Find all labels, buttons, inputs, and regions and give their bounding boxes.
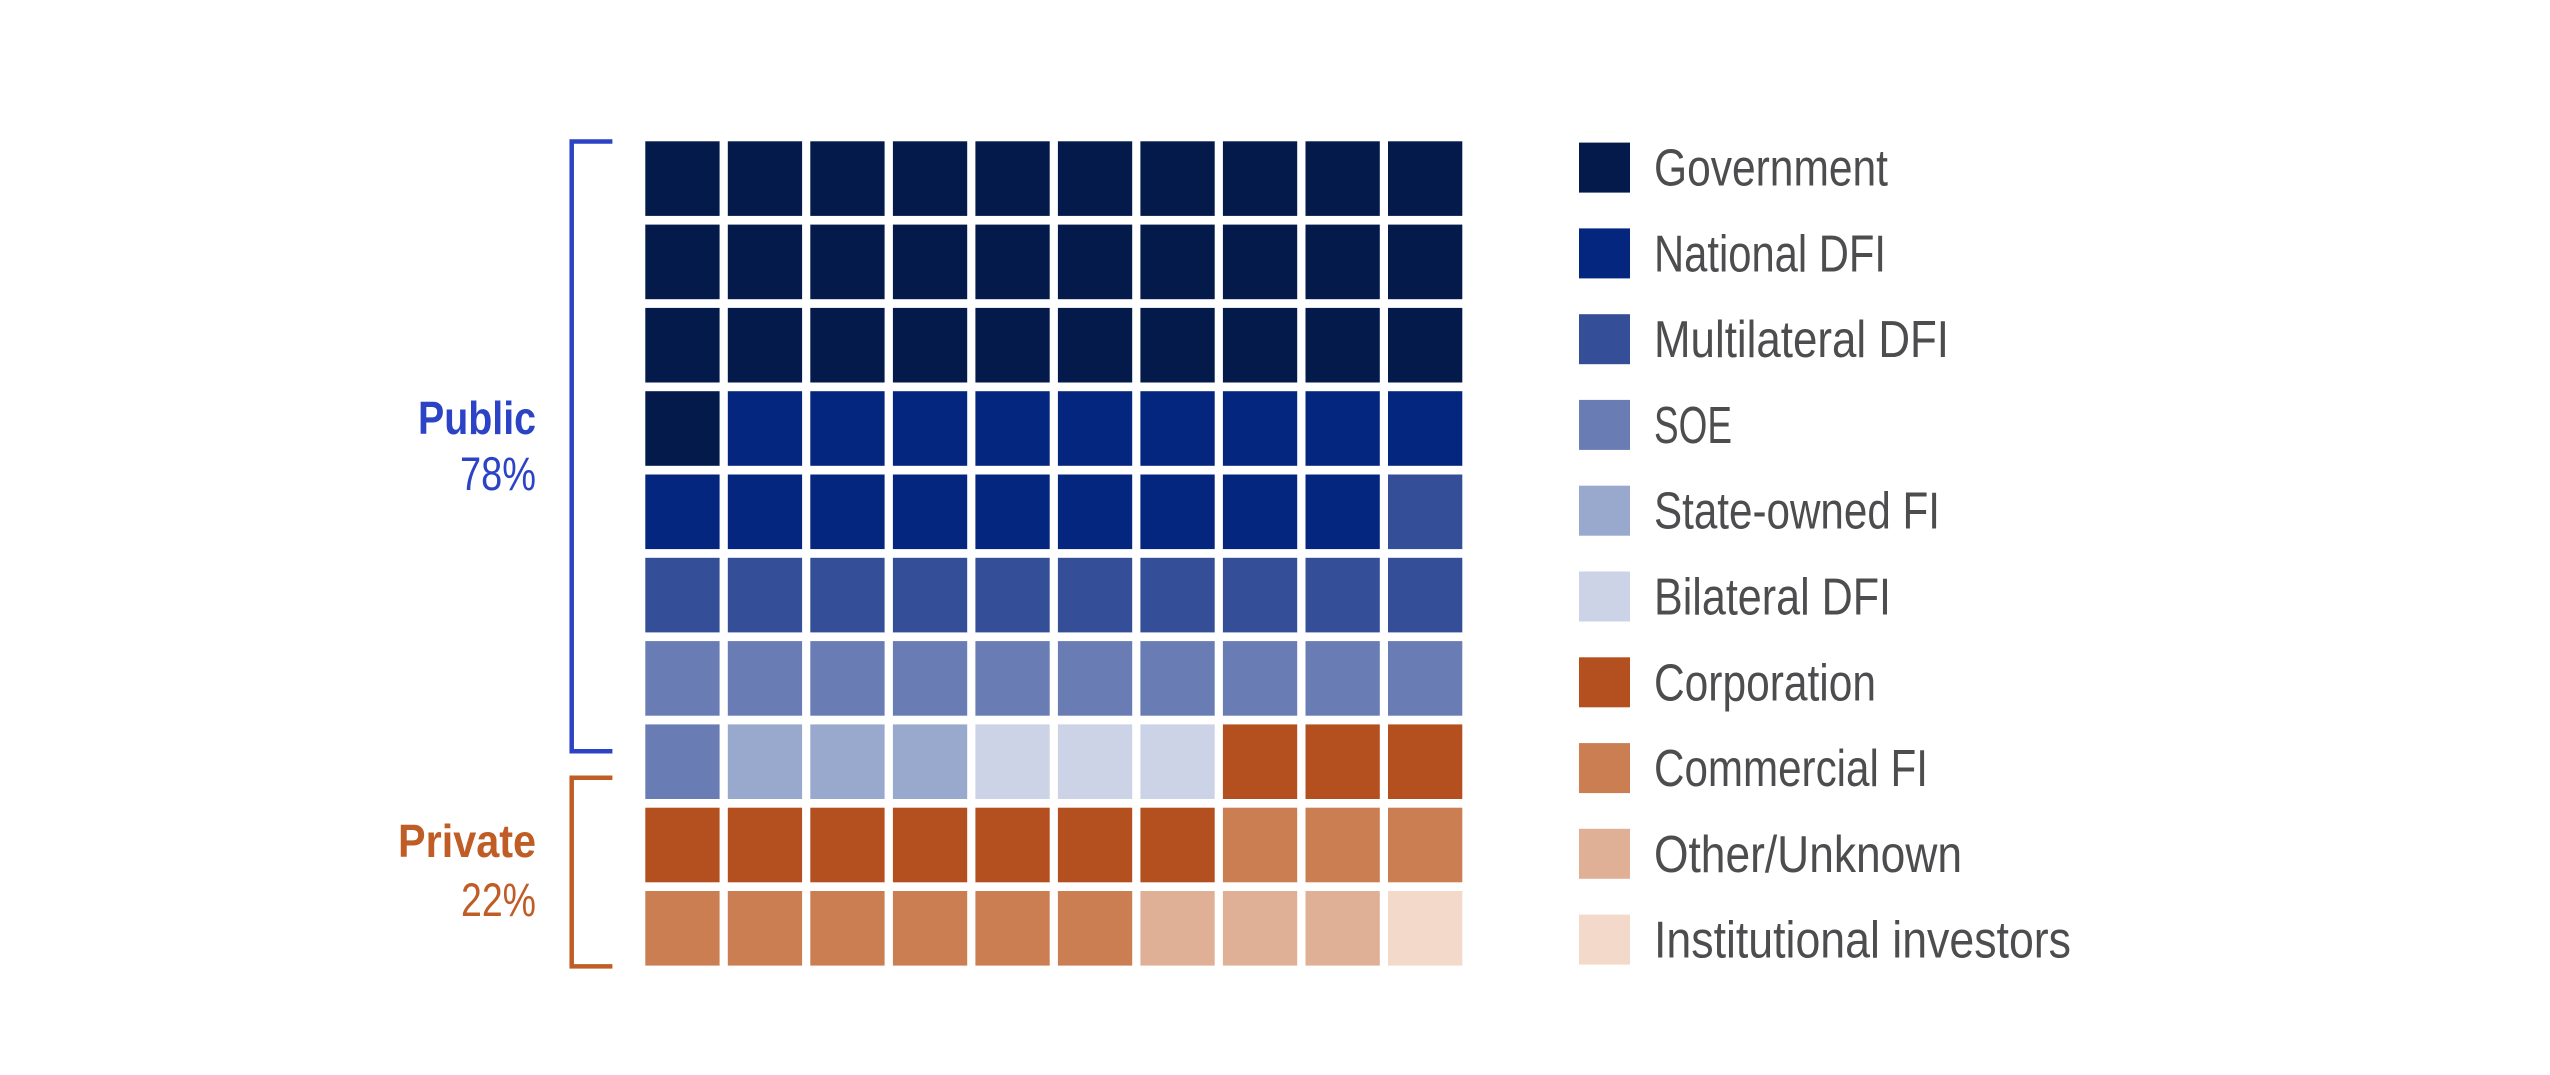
svg-text:State-owned FI: State-owned FI — [1654, 483, 1940, 541]
svg-text:Other/Unknown: Other/Unknown — [1654, 826, 1962, 884]
svg-text:22%: 22% — [461, 873, 536, 926]
svg-text:Public: Public — [418, 392, 536, 444]
svg-text:Multilateral DFI: Multilateral DFI — [1654, 311, 1949, 369]
svg-text:Corporation: Corporation — [1654, 654, 1876, 712]
svg-text:Institutional investors: Institutional investors — [1654, 912, 2071, 970]
svg-text:SOE: SOE — [1654, 397, 1732, 455]
svg-text:Private: Private — [398, 815, 536, 867]
svg-text:National DFI: National DFI — [1654, 225, 1886, 283]
svg-text:Government: Government — [1654, 140, 1888, 198]
svg-text:Bilateral DFI: Bilateral DFI — [1654, 569, 1891, 627]
svg-text:78%: 78% — [460, 447, 536, 500]
svg-text:Commercial FI: Commercial FI — [1654, 740, 1928, 798]
